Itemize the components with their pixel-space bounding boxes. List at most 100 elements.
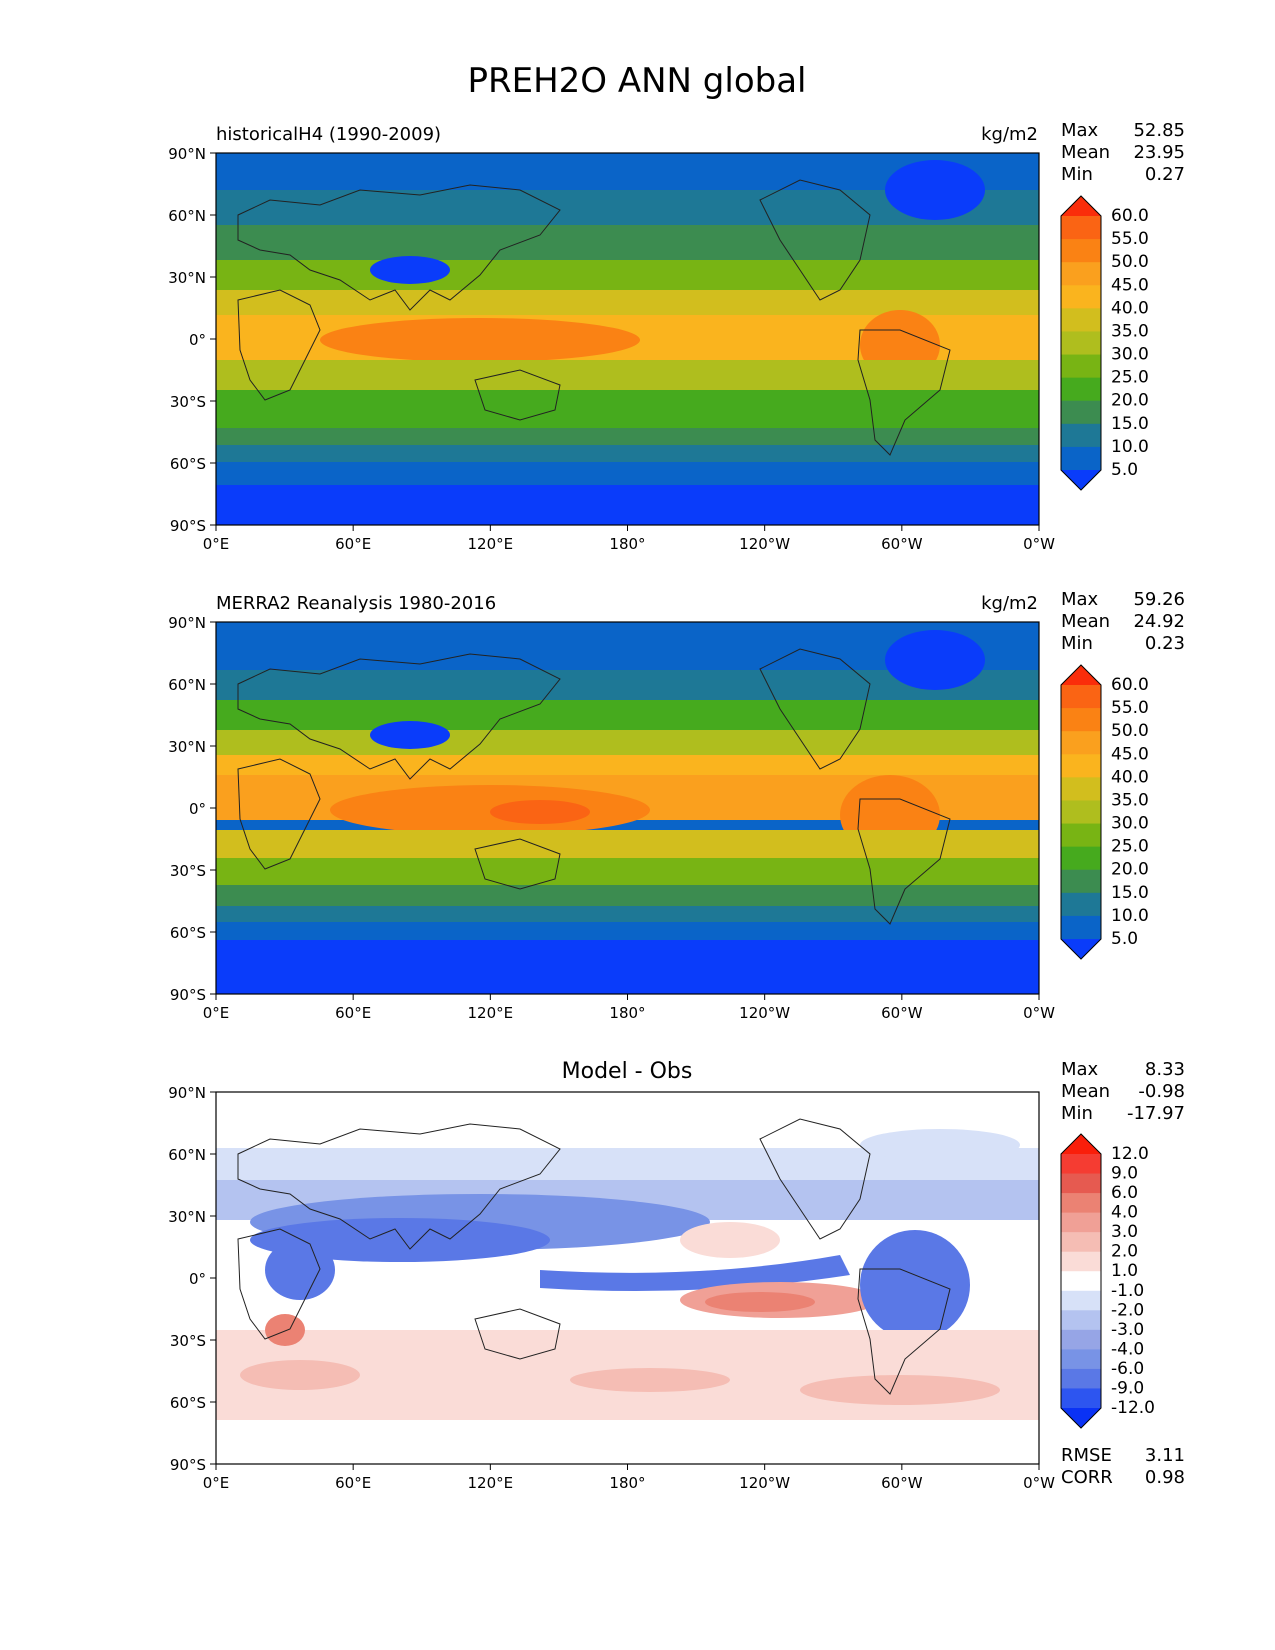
rmse-corr-box: RMSE 3.11 CORR 0.98: [1061, 1445, 1185, 1488]
colorbar-tick-label: 25.0: [1111, 368, 1149, 388]
colorbar-tick-label: 1.0: [1111, 1261, 1138, 1281]
colorbar-band: [1061, 331, 1101, 356]
x-tick-label: 120°E: [468, 535, 514, 553]
x-tick-label: 120°W: [739, 1004, 790, 1022]
y-tick-label: 30°N: [168, 1208, 206, 1226]
colorbar-band: [1061, 216, 1101, 240]
colorbar-tick-label: 12.0: [1111, 1144, 1149, 1164]
colorbar-band: [1061, 708, 1101, 732]
colorbar-tick-label: 15.0: [1111, 414, 1149, 434]
stat-value: 0.23: [1145, 633, 1185, 654]
colorbar-tick-label: -4.0: [1111, 1339, 1144, 1359]
y-tick-label: 90°N: [168, 614, 206, 632]
colorbar-extend-max: [1061, 1134, 1101, 1154]
colorbar-tick-label: -9.0: [1111, 1378, 1144, 1398]
colorbar-band: [1061, 1271, 1101, 1292]
y-tick-label: 30°N: [168, 269, 206, 287]
x-tick-label: 180°: [609, 1004, 645, 1022]
y-tick-label: 90°S: [170, 986, 206, 1004]
colorbar-band: [1061, 1310, 1101, 1331]
colorbar-tick-label: 50.0: [1111, 252, 1149, 272]
stat-value: 24.92: [1133, 611, 1185, 632]
colorbar-band: [1061, 1329, 1101, 1350]
x-tick-label: 60°E: [335, 1474, 371, 1492]
colorbar-tick-label: 10.0: [1111, 437, 1149, 457]
stats-box: Max 8.33 Mean -0.98 Min -17.97: [1061, 1059, 1185, 1124]
stat-label: Mean: [1061, 611, 1110, 632]
x-tick-label: 0°W: [1023, 1004, 1055, 1022]
colorbar-tick-label: 20.0: [1111, 391, 1149, 411]
colorbar-tick-label: -6.0: [1111, 1359, 1144, 1379]
colorbar-tick-label: 30.0: [1111, 814, 1149, 834]
y-tick-label: 0°: [189, 1270, 206, 1288]
y-tick-label: 60°N: [168, 1146, 206, 1164]
y-tick-label: 30°N: [168, 738, 206, 756]
colorbar-band: [1061, 446, 1101, 471]
y-tick-label: 0°: [189, 331, 206, 349]
stat-label: CORR: [1061, 1467, 1113, 1488]
colorbar-tick-label: 40.0: [1111, 767, 1149, 787]
colorbar-tick-label: 9.0: [1111, 1164, 1138, 1184]
x-tick-label: 60°W: [881, 1004, 923, 1022]
colorbar-tick-label: 60.0: [1111, 675, 1149, 695]
x-tick-label: 0°E: [203, 1474, 230, 1492]
stat-value: 23.95: [1133, 142, 1185, 163]
colorbar-band: [1061, 1290, 1101, 1311]
colorbar-band: [1061, 377, 1101, 402]
x-axis: 0°E 60°E 120°E 180° 120°W 60°W 0°W: [203, 525, 1055, 553]
colorbar-outline: [1060, 1133, 1102, 1429]
x-tick-label: 0°W: [1023, 535, 1055, 553]
x-axis: 0°E 60°E 120°E 180° 120°W 60°W 0°W: [203, 994, 1055, 1022]
colorbar-band: [1061, 777, 1101, 801]
x-tick-label: 60°E: [335, 1004, 371, 1022]
stat-value: 0.98: [1145, 1467, 1185, 1488]
stat-value: 3.11: [1145, 1445, 1185, 1466]
colorbar-tick-label: 3.0: [1111, 1222, 1138, 1242]
colorbar-tick-label: 45.0: [1111, 275, 1149, 295]
y-axis: 90°N 60°N 30°N 0° 30°S 60°S 90°S: [168, 1084, 216, 1474]
colorbar-band: [1061, 892, 1101, 917]
x-tick-label: 0°E: [203, 535, 230, 553]
map-field: [216, 622, 1039, 994]
colorbar-band: [1061, 1193, 1101, 1214]
colorbar-outline: [1060, 664, 1102, 960]
colorbar-band: [1061, 262, 1101, 286]
stat-value: 59.26: [1133, 589, 1185, 610]
colorbar-tick-label: 60.0: [1111, 206, 1149, 226]
panel-left-label: MERRA2 Reanalysis 1980-2016: [216, 593, 496, 614]
colorbar-extend-max: [1061, 665, 1101, 685]
colorbar-tick-label: -1.0: [1111, 1281, 1144, 1301]
y-axis: 90°N 60°N 30°N 0° 30°S 60°S 90°S: [168, 614, 216, 1004]
y-tick-label: 30°S: [170, 862, 206, 880]
x-tick-label: 120°E: [468, 1004, 514, 1022]
y-tick-label: 30°S: [170, 393, 206, 411]
y-tick-label: 60°S: [170, 455, 206, 473]
colorbar-band: [1061, 1388, 1101, 1409]
panel-diff: Model - Obs: [168, 1059, 1185, 1492]
y-tick-label: 30°S: [170, 1332, 206, 1350]
stat-value: 0.27: [1145, 164, 1185, 185]
colorbar-tick-label: 50.0: [1111, 721, 1149, 741]
x-tick-label: 0°W: [1023, 1474, 1055, 1492]
colorbar-band: [1061, 685, 1101, 709]
colorbar-band: [1061, 869, 1101, 894]
y-tick-label: 90°N: [168, 1084, 206, 1102]
colorbar-tick-label: 2.0: [1111, 1242, 1138, 1262]
stat-label: Max: [1061, 120, 1099, 141]
colorbar-band: [1061, 1349, 1101, 1370]
stat-value: -17.97: [1127, 1103, 1185, 1124]
figure-title: PREH2O ANN global: [467, 61, 806, 101]
stat-label: Min: [1061, 1103, 1093, 1124]
panel-units: kg/m2: [981, 593, 1038, 614]
x-tick-label: 180°: [609, 1474, 645, 1492]
colorbar-extend-min: [1061, 1408, 1101, 1428]
colorbar-tick-label: -3.0: [1111, 1320, 1144, 1340]
colorbar-band: [1061, 423, 1101, 448]
colorbar-tick-label: 10.0: [1111, 906, 1149, 926]
y-axis: 90°N 60°N 30°N 0° 30°S 60°S 90°S: [168, 145, 216, 535]
stat-label: Min: [1061, 633, 1093, 654]
colorbar-tick-label: 55.0: [1111, 698, 1149, 718]
colorbar-tick-label: 20.0: [1111, 860, 1149, 880]
stat-label: Max: [1061, 589, 1099, 610]
